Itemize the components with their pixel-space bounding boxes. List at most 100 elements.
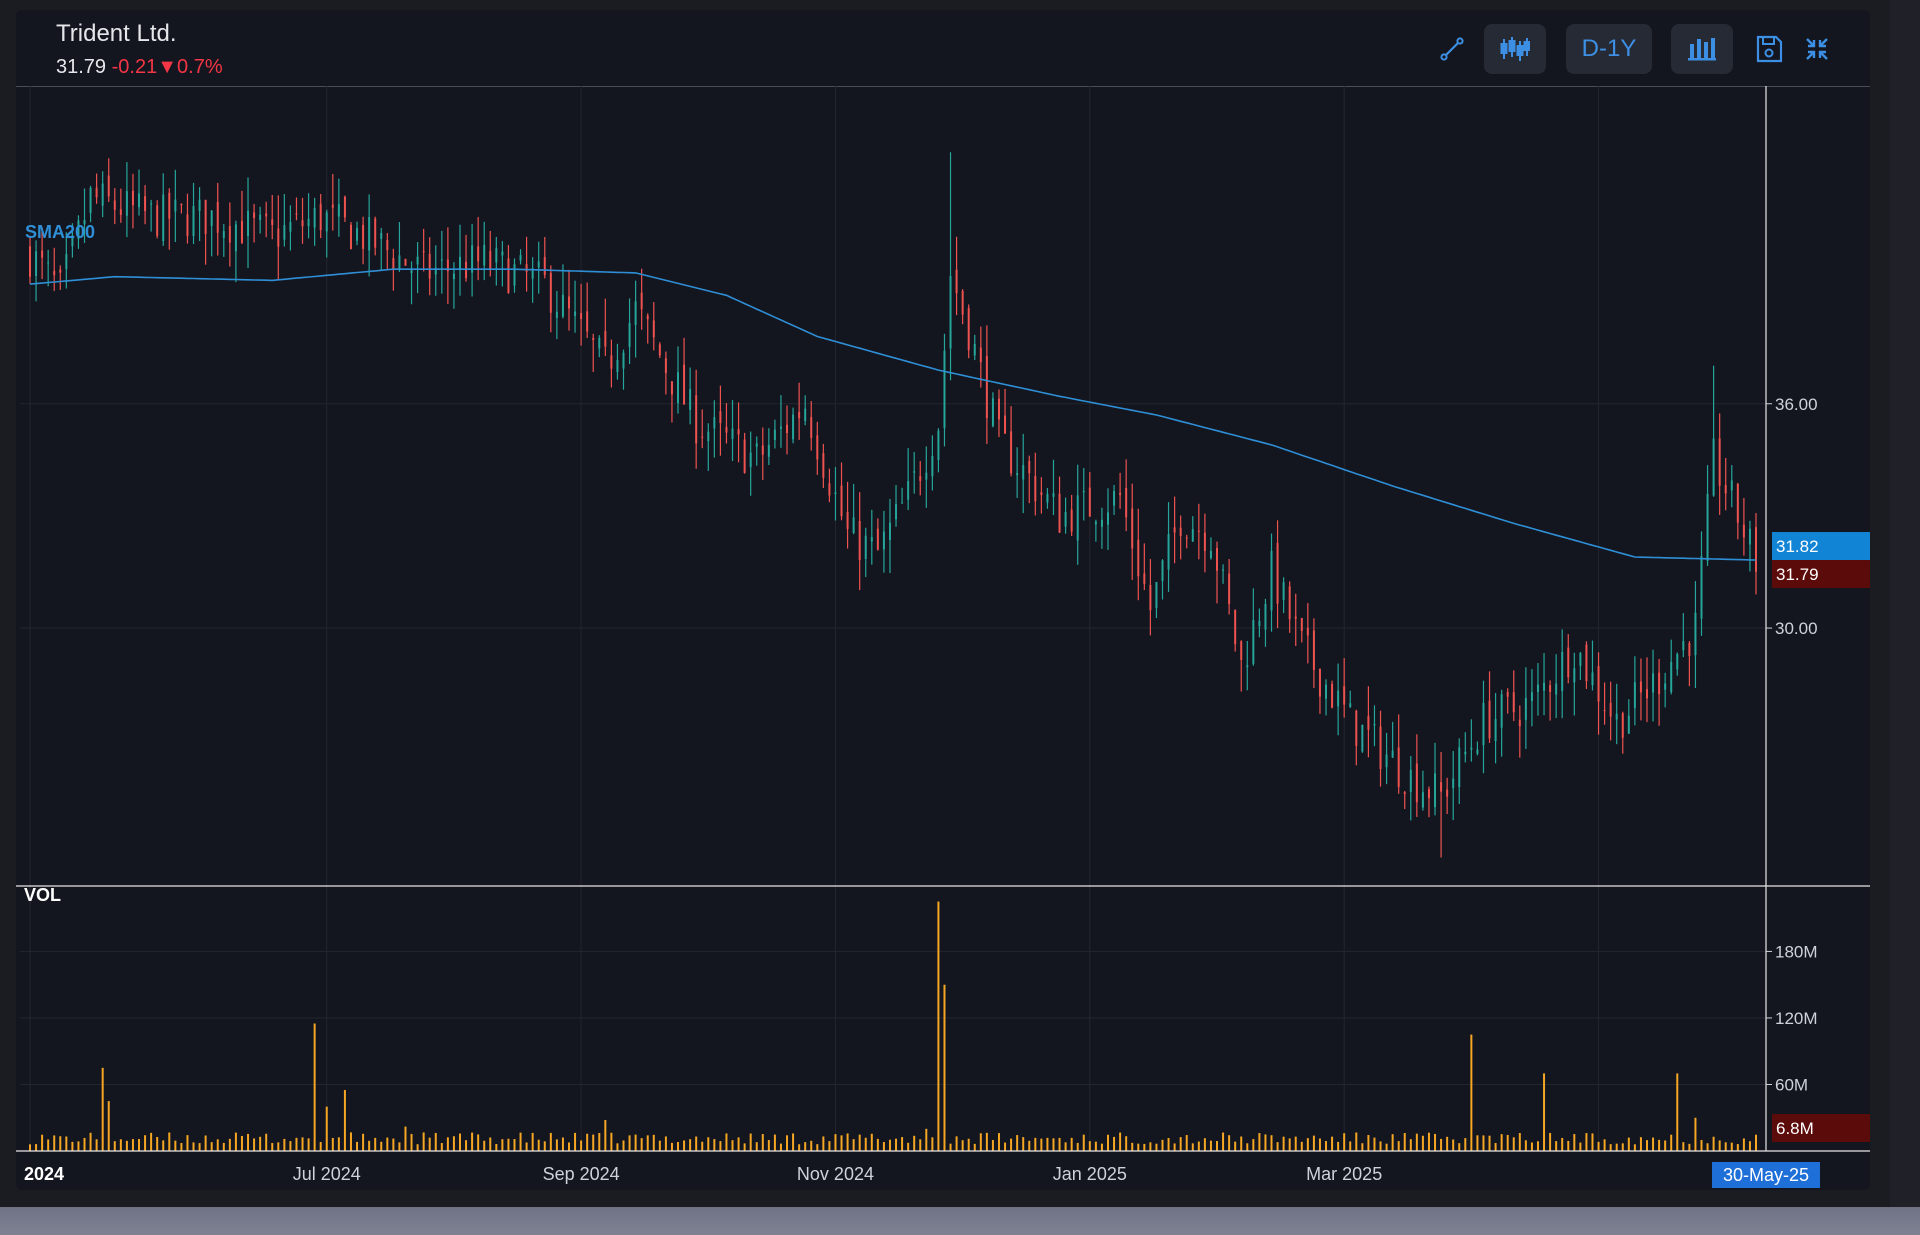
candle-body xyxy=(65,253,68,270)
volume-bar xyxy=(101,1067,104,1151)
volume-bar xyxy=(1494,1143,1497,1151)
candle-body xyxy=(1712,438,1715,496)
volume-bar xyxy=(1700,1140,1703,1151)
candle-body xyxy=(222,231,225,238)
volume-bar xyxy=(1203,1138,1206,1151)
volume-bar xyxy=(374,1137,377,1151)
candle-body xyxy=(428,253,431,279)
candle-body xyxy=(1312,630,1315,670)
volume-bar xyxy=(634,1134,637,1151)
candle-body xyxy=(1325,684,1328,699)
volume-bar xyxy=(1222,1132,1225,1151)
collapse-button[interactable] xyxy=(1797,24,1837,74)
volume-bar xyxy=(670,1142,673,1151)
volume-bar xyxy=(1306,1138,1309,1151)
candle-body xyxy=(1603,710,1606,712)
candle-body xyxy=(1579,653,1582,666)
candle-body xyxy=(1615,713,1618,720)
candle-body xyxy=(598,337,601,349)
candle-body xyxy=(707,431,710,442)
candle-body xyxy=(1736,483,1739,523)
volume-bar xyxy=(77,1141,80,1151)
candle-body xyxy=(1567,647,1570,678)
volume-bar xyxy=(216,1139,219,1151)
candle-body xyxy=(792,414,795,440)
draw-tool-button[interactable] xyxy=(1432,24,1472,74)
volume-bar xyxy=(501,1139,504,1151)
candle-body xyxy=(610,355,613,369)
y-tick-label: 36.00 xyxy=(1775,395,1818,414)
candle-body xyxy=(1082,490,1085,493)
sma-value-label: 31.82 xyxy=(1776,537,1819,556)
volume-bar xyxy=(1482,1135,1485,1151)
volume-bar xyxy=(1748,1141,1751,1151)
candle-body xyxy=(695,395,698,444)
volume-bar xyxy=(1633,1144,1636,1151)
candle-body xyxy=(446,259,449,272)
candle-body xyxy=(477,246,480,262)
candle-body xyxy=(29,246,31,277)
bar-type-button[interactable] xyxy=(1671,24,1733,74)
candle-body xyxy=(949,275,952,349)
volume-bar xyxy=(834,1134,837,1151)
volume-bar xyxy=(210,1142,213,1151)
volume-bar xyxy=(1106,1134,1109,1151)
volume-bar xyxy=(1524,1140,1527,1151)
volume-bar xyxy=(792,1133,795,1151)
candle-body xyxy=(1040,492,1043,496)
volume-bar xyxy=(295,1137,298,1151)
range-label: D-1Y xyxy=(1581,35,1637,62)
range-button[interactable]: D-1Y xyxy=(1566,24,1652,74)
candle-body xyxy=(670,381,673,395)
volume-bar xyxy=(852,1139,855,1151)
volume-bar xyxy=(1555,1141,1558,1151)
volume-bar xyxy=(798,1144,801,1151)
candle-body xyxy=(1264,604,1267,630)
candle-body xyxy=(1306,627,1309,636)
candle-body xyxy=(767,445,770,457)
candle-body xyxy=(35,251,38,277)
candle-body xyxy=(961,290,964,315)
volume-bar xyxy=(622,1140,625,1151)
crosshair-date-label: 30-May-25 xyxy=(1723,1165,1809,1185)
candle-body xyxy=(1361,724,1364,752)
candle-body xyxy=(1173,527,1176,533)
candle-body xyxy=(737,429,740,435)
candle-body xyxy=(985,356,988,419)
candle-body xyxy=(1518,719,1521,727)
candle-body xyxy=(816,435,819,460)
candle-body xyxy=(604,330,607,347)
crosshair-date-tag xyxy=(1712,1162,1820,1188)
volume-bar xyxy=(1615,1143,1618,1151)
volume-tick-label: 180M xyxy=(1775,942,1818,961)
save-button[interactable] xyxy=(1749,24,1789,74)
volume-bar xyxy=(107,1101,110,1151)
candle-body xyxy=(888,522,891,541)
candle-body xyxy=(156,205,159,236)
volume-bar xyxy=(1500,1134,1503,1151)
candle-body xyxy=(507,258,510,294)
volume-bar xyxy=(204,1135,207,1151)
volume-bar xyxy=(428,1137,431,1151)
volume-bar xyxy=(89,1132,92,1151)
sma-value-tag xyxy=(1772,532,1870,561)
candle-body xyxy=(713,417,716,429)
candle-body xyxy=(1561,651,1564,691)
volume-bar xyxy=(1736,1144,1739,1151)
candle-body xyxy=(1621,713,1624,738)
volume-bar xyxy=(186,1135,189,1151)
volume-bar xyxy=(907,1142,910,1151)
volume-bar xyxy=(192,1142,195,1151)
volume-bar xyxy=(307,1138,310,1151)
volume-bar xyxy=(882,1142,885,1151)
volume-bar xyxy=(1070,1137,1073,1151)
candle-body xyxy=(380,232,383,239)
volume-bar xyxy=(113,1141,116,1151)
candle-body xyxy=(174,199,177,212)
candle-body xyxy=(561,294,564,317)
candle-type-button[interactable] xyxy=(1484,24,1546,74)
volume-bar xyxy=(822,1136,825,1151)
volume-bar xyxy=(47,1139,50,1151)
price-volume-chart[interactable]: SMA200 VOL 36.00 30.00 31.82 31.79 180M 120M 6… xyxy=(16,86,1870,1190)
volume-bar xyxy=(1452,1139,1455,1151)
